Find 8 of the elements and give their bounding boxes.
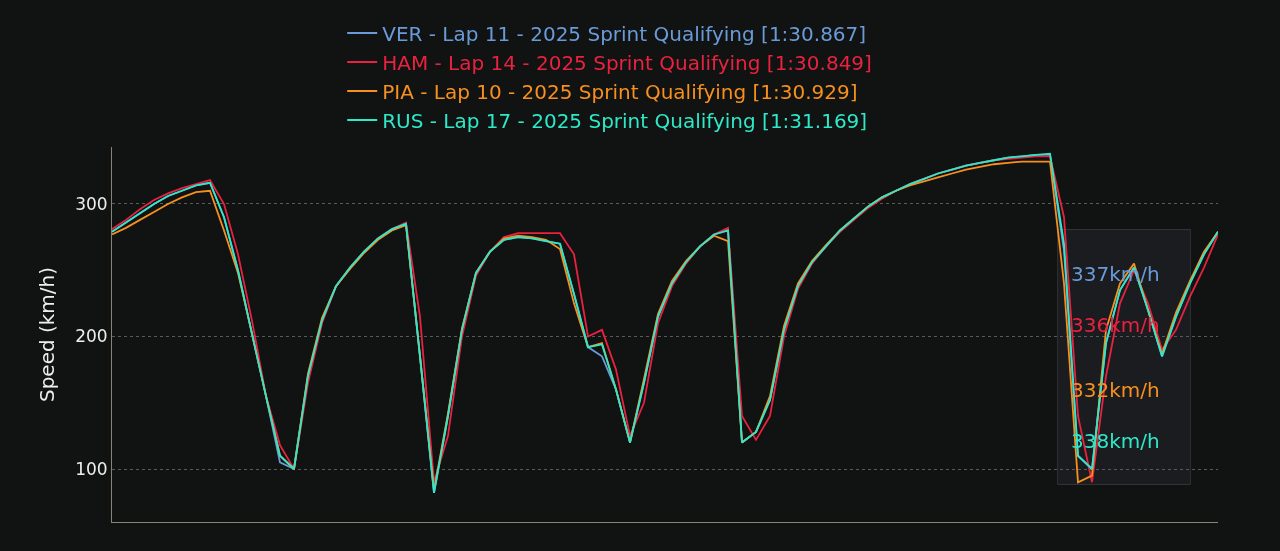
legend-label: PIA - Lap 10 - 2025 Sprint Qualifying [1:30.929]: [382, 79, 858, 104]
y-axis-title: Speed (km/h): [34, 266, 59, 403]
legend-label: RUS - Lap 17 - 2025 Sprint Qualifying [1:31.169]: [382, 108, 868, 133]
legend-label: HAM - Lap 14 - 2025 Sprint Qualifying [1:30.849]: [382, 50, 872, 75]
y-tick-label: 100: [75, 458, 108, 479]
legend-label: VER - Lap 11 - 2025 Sprint Qualifying [1:30.867]: [382, 21, 867, 46]
y-tick-label: 300: [75, 193, 108, 214]
y-tick-label: 200: [75, 326, 108, 347]
